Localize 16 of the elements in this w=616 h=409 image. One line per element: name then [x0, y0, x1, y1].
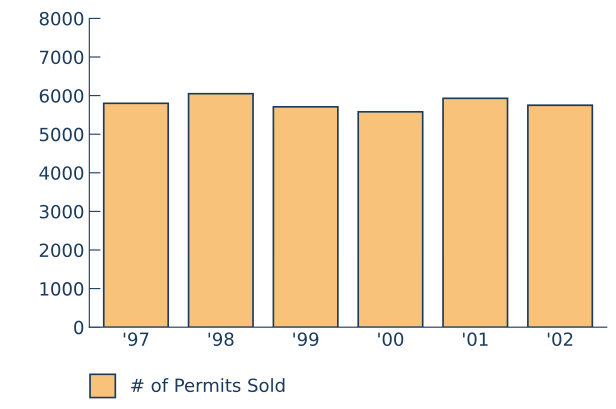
- y-tick-label: 6000: [40, 89, 84, 103]
- y-tick-label: 0: [74, 320, 84, 334]
- y-tick-label: 8000: [40, 12, 84, 26]
- x-tick-label: '99: [293, 332, 318, 346]
- y-tick-label: 1000: [40, 282, 84, 296]
- x-tick-label: '00: [378, 332, 404, 346]
- y-tick-label: 2000: [40, 243, 84, 258]
- y-tick-label: 5000: [40, 128, 84, 142]
- x-tick-label: '01: [463, 332, 488, 346]
- x-tick-label: '98: [208, 332, 234, 346]
- y-tick-label: 4000: [39, 166, 84, 180]
- x-tick-label: '02: [548, 332, 572, 346]
- x-tick-label: '97: [124, 332, 148, 346]
- y-tick-label: 7000: [40, 50, 84, 64]
- legend-label: # of Permits Sold: [131, 378, 284, 392]
- y-tick-label: 3000: [40, 204, 84, 219]
